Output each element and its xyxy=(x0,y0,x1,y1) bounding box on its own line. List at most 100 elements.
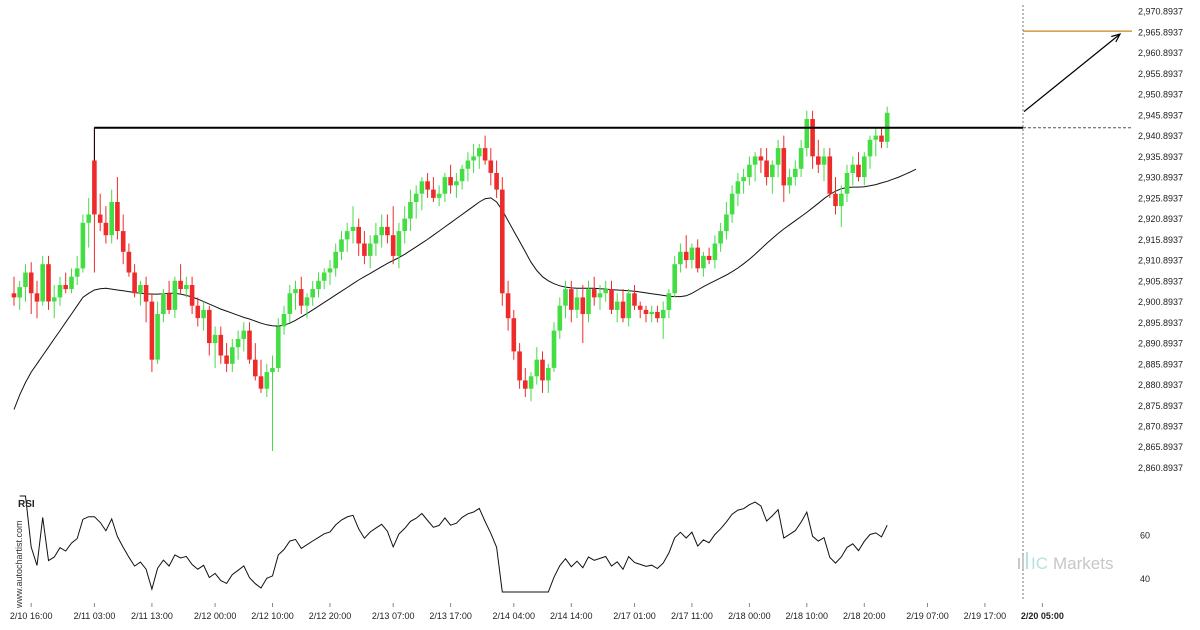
y-tick-label: 2,890.8937 xyxy=(1138,339,1183,349)
candle-body xyxy=(666,293,672,310)
x-tick-label: 2/14 14:00 xyxy=(550,611,593,621)
brand-bar-icon xyxy=(1026,552,1028,569)
watermark-text: www.autochartist.com xyxy=(14,520,24,609)
x-tick-label: 2/17 01:00 xyxy=(613,611,656,621)
candle-body xyxy=(839,193,844,207)
y-tick-label: 2,970.8937 xyxy=(1138,7,1183,17)
brand-bar-icon xyxy=(1018,558,1020,569)
candle-body xyxy=(879,135,884,142)
candle-body xyxy=(603,289,608,294)
candle-body xyxy=(867,139,873,157)
candle-body xyxy=(752,156,758,165)
candle-body xyxy=(109,202,114,236)
candle-body xyxy=(787,177,792,186)
candle-body xyxy=(270,368,275,373)
candle-body xyxy=(178,280,183,290)
candle-body xyxy=(149,301,155,360)
candle-body xyxy=(695,247,700,269)
y-tick-label: 2,930.8937 xyxy=(1138,173,1183,183)
y-tick-label: 2,965.8937 xyxy=(1138,27,1183,37)
y-tick-label: 2,880.8937 xyxy=(1138,380,1183,390)
rsi-tick-label: 60 xyxy=(1140,530,1150,540)
brand-logo: IC Markets xyxy=(1018,552,1113,573)
candle-body xyxy=(637,305,643,310)
candle-body xyxy=(321,272,327,281)
candle-body xyxy=(833,193,838,207)
candle-body xyxy=(230,347,235,364)
candle-body xyxy=(419,181,425,194)
candle-body xyxy=(442,177,448,194)
x-tick-label: 2/19 07:00 xyxy=(906,611,949,621)
candle-body xyxy=(511,318,517,352)
candle-body xyxy=(235,338,241,348)
candle-body xyxy=(718,231,723,244)
candle-body xyxy=(551,330,557,368)
x-tick-label: 2/18 20:00 xyxy=(843,611,886,621)
x-tick-label: 2/12 20:00 xyxy=(309,611,352,621)
candle-body xyxy=(304,297,310,306)
rsi-panel: 60 40 xyxy=(19,495,1150,593)
candle-body xyxy=(563,289,568,306)
y-tick-label: 2,865.8937 xyxy=(1138,442,1183,452)
candle-body xyxy=(17,287,22,298)
candle-body xyxy=(80,222,86,269)
y-tick-label: 2,960.8937 xyxy=(1138,48,1183,58)
arrow-head-icon xyxy=(1111,33,1122,43)
candle-body xyxy=(23,272,28,287)
brand-prefix: IC xyxy=(1031,554,1048,573)
candle-body xyxy=(701,255,706,269)
candle-body xyxy=(327,268,333,273)
candle-body xyxy=(436,193,442,198)
y-tick-label: 2,860.8937 xyxy=(1138,463,1183,473)
x-tick-label: 2/12 10:00 xyxy=(251,611,294,621)
x-tick-label: 2/11 03:00 xyxy=(73,611,115,621)
candle-body xyxy=(333,251,338,269)
candle-body xyxy=(402,218,407,231)
candle-body xyxy=(620,301,626,319)
candle-body xyxy=(367,243,373,256)
candle-body xyxy=(241,330,247,339)
candle-body xyxy=(344,231,350,240)
candle-body xyxy=(264,372,270,389)
candle-body xyxy=(758,156,764,161)
candle-body xyxy=(528,376,534,389)
candle-body xyxy=(34,293,40,302)
candle-body xyxy=(120,231,126,252)
candle-body xyxy=(770,164,775,178)
candle-body xyxy=(86,214,91,223)
candle-body xyxy=(546,368,551,381)
candle-body xyxy=(482,148,488,161)
candle-body xyxy=(827,156,833,194)
candle-body xyxy=(574,297,580,310)
candle-body xyxy=(609,289,614,310)
candle-body xyxy=(247,330,252,360)
y-tick-label: 2,895.8937 xyxy=(1138,318,1183,328)
candle-body xyxy=(310,289,315,298)
candle-body xyxy=(591,289,597,298)
candle-body xyxy=(46,264,51,302)
candle-body xyxy=(523,380,528,389)
candle-body xyxy=(459,168,465,182)
candle-body xyxy=(207,309,212,344)
candle-body xyxy=(454,181,459,186)
candle-body xyxy=(775,148,781,165)
candle-body xyxy=(103,222,109,236)
y-tick-label: 2,945.8937 xyxy=(1138,110,1183,120)
candle-body xyxy=(143,285,149,302)
candle-body xyxy=(764,160,769,178)
moving-average xyxy=(13,168,917,410)
candle-body xyxy=(126,251,132,273)
x-tick-label: 2/12 00:00 xyxy=(194,611,237,621)
x-tick-label: 2/13 17:00 xyxy=(429,611,472,621)
x-tick-label: 2/11 13:00 xyxy=(131,611,173,621)
candle-body xyxy=(161,293,166,314)
candle-body xyxy=(804,119,810,148)
candle-body xyxy=(810,119,815,157)
candle-body xyxy=(712,243,718,261)
candle-body xyxy=(51,297,57,302)
candle-body xyxy=(40,264,45,302)
candle-body xyxy=(741,177,746,182)
candle-body xyxy=(69,276,74,290)
candle-body xyxy=(195,305,201,319)
